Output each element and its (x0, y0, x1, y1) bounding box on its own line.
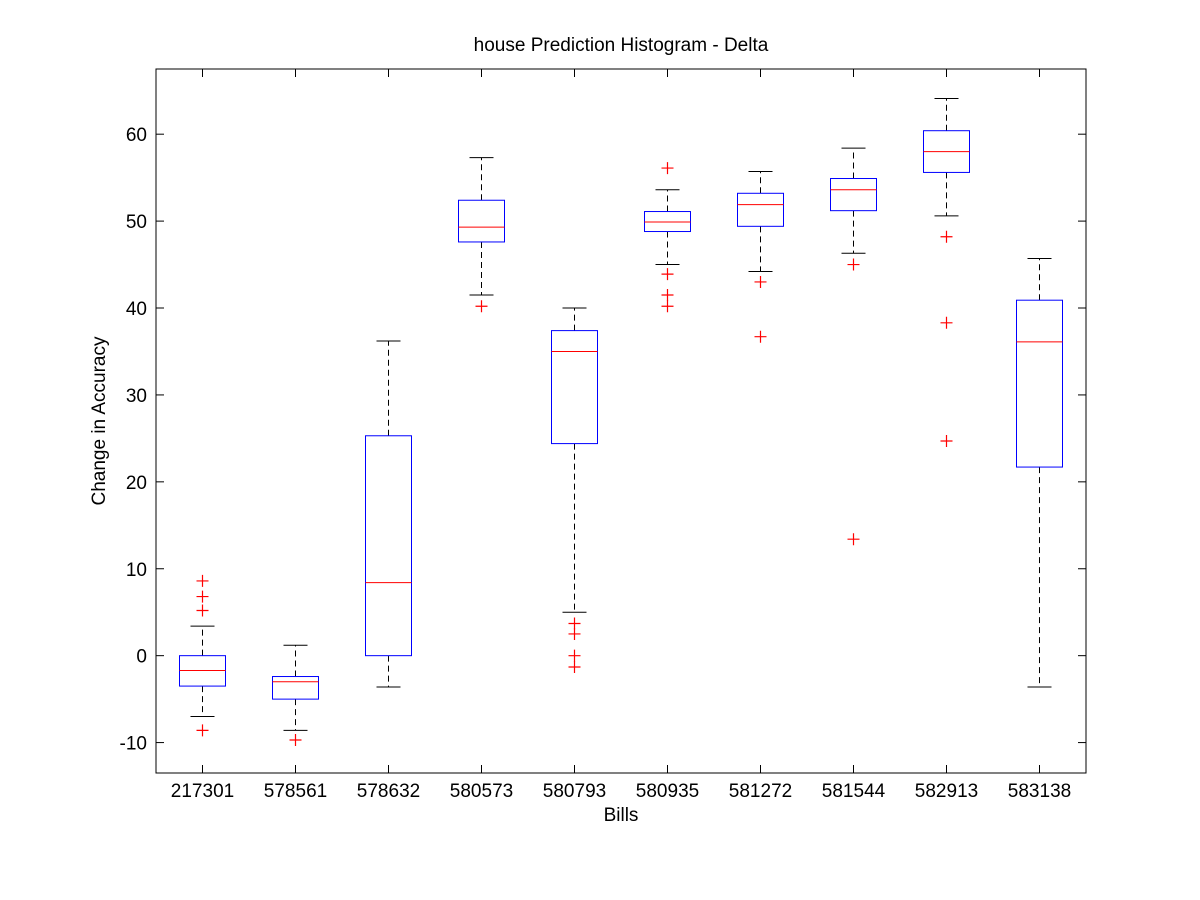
x-tick-label: 580573 (450, 781, 513, 802)
x-tick-label: 581272 (729, 781, 792, 802)
outlier-marker (196, 724, 209, 737)
box-group (272, 644, 319, 746)
box-group (644, 162, 691, 313)
x-tick-label: 583138 (1008, 781, 1071, 802)
y-tick-label: 20 (126, 473, 147, 494)
box-group (830, 147, 877, 546)
box-group (551, 307, 598, 673)
box-group (737, 171, 784, 343)
iqr-box (737, 192, 784, 227)
x-tick-label: 217301 (171, 781, 234, 802)
y-tick-label: 50 (126, 212, 147, 233)
plot-area-frame (155, 68, 1087, 774)
outlier-marker (196, 590, 209, 603)
iqr-box (458, 199, 505, 243)
iqr-box (551, 330, 598, 445)
x-axis: 217301 578561 578632 580573 580793 580935 5812… (171, 69, 1071, 802)
outlier-marker (289, 733, 302, 746)
outlier-marker (661, 300, 674, 313)
boxes-layer (179, 98, 1063, 746)
box-group (1016, 257, 1063, 688)
y-tick-label: 30 (126, 386, 147, 407)
box-group (365, 340, 412, 688)
outlier-marker (661, 268, 674, 281)
outlier-marker (754, 330, 767, 343)
x-tick-label: 578561 (264, 781, 327, 802)
iqr-box (365, 435, 412, 657)
iqr-box (272, 676, 319, 700)
outlier-marker (847, 258, 860, 271)
y-tick-label: -10 (120, 734, 147, 755)
box-group (458, 157, 505, 313)
y-axis-title: Change in Accuracy (89, 336, 110, 505)
y-tick-label: 40 (126, 299, 147, 320)
outlier-marker (568, 660, 581, 673)
outlier-marker (196, 604, 209, 617)
x-axis-title: Bills (604, 805, 639, 826)
x-tick-label: 580793 (543, 781, 606, 802)
y-axis: -10 0 10 20 30 40 50 60 (120, 125, 1086, 755)
box-group (923, 98, 970, 447)
iqr-box (830, 178, 877, 212)
x-tick-label: 580935 (636, 781, 699, 802)
x-tick-label: 578632 (357, 781, 420, 802)
y-tick-label: 0 (136, 647, 147, 668)
outlier-marker (940, 230, 953, 243)
outlier-marker (196, 574, 209, 587)
outlier-marker (940, 316, 953, 329)
outlier-marker (754, 275, 767, 288)
outlier-marker (568, 649, 581, 662)
outlier-marker (847, 533, 860, 546)
outlier-marker (475, 300, 488, 313)
outlier-marker (568, 627, 581, 640)
iqr-box (1016, 299, 1063, 468)
outlier-marker (661, 162, 674, 175)
outlier-marker (940, 434, 953, 447)
chart-title: house Prediction Histogram - Delta (474, 35, 769, 56)
outlier-marker (568, 617, 581, 630)
box-group (179, 574, 226, 737)
y-tick-label: 60 (126, 125, 147, 146)
y-tick-label: 10 (126, 560, 147, 581)
outlier-marker (661, 288, 674, 301)
x-tick-label: 581544 (822, 781, 886, 802)
x-tick-label: 582913 (915, 781, 978, 802)
